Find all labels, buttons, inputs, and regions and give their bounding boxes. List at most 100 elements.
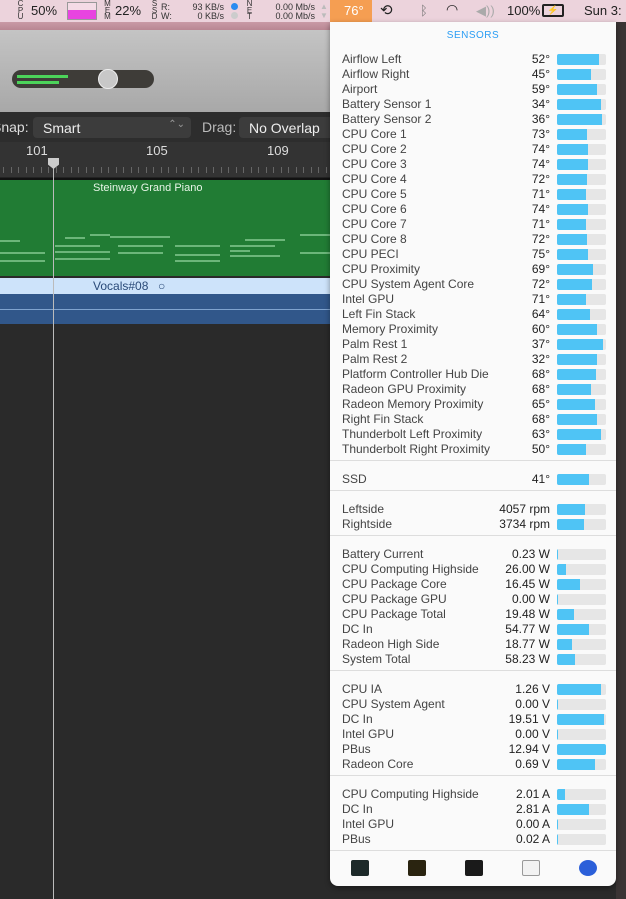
sensor-row[interactable]: Battery Sensor 2 36° bbox=[342, 112, 606, 127]
playhead-line[interactable] bbox=[53, 160, 54, 899]
sensor-row[interactable]: System Total 58.23 W bbox=[342, 652, 606, 667]
sensor-row[interactable]: Platform Controller Hub Die 68° bbox=[342, 367, 606, 382]
sensor-name: CPU Core 6 bbox=[342, 202, 407, 216]
sensor-row[interactable]: CPU Package Core 16.45 W bbox=[342, 577, 606, 592]
sensor-bar-fill bbox=[557, 144, 589, 155]
sensor-name: CPU Core 8 bbox=[342, 232, 407, 246]
sensor-row[interactable]: Memory Proximity 60° bbox=[342, 322, 606, 337]
wifi-icon[interactable]: ◠ bbox=[446, 1, 459, 17]
sensor-row[interactable]: CPU Core 7 71° bbox=[342, 217, 606, 232]
memory-fill bbox=[68, 10, 96, 19]
region-name: Vocals#08 bbox=[93, 279, 149, 293]
sensor-row[interactable]: Battery Current 0.23 W bbox=[342, 547, 606, 562]
terminal-icon[interactable] bbox=[465, 860, 483, 876]
sensor-row[interactable]: Left Fin Stack 64° bbox=[342, 307, 606, 322]
sensor-name: Intel GPU bbox=[342, 727, 395, 741]
sensor-row[interactable]: Airflow Right 45° bbox=[342, 67, 606, 82]
sensor-row[interactable]: PBus 12.94 V bbox=[342, 742, 606, 757]
sensor-row[interactable]: CPU PECI 75° bbox=[342, 247, 606, 262]
sensor-row[interactable]: Radeon High Side 18.77 W bbox=[342, 637, 606, 652]
midi-note bbox=[55, 245, 100, 247]
sensor-row[interactable]: Leftside 4057 rpm bbox=[342, 502, 606, 517]
battery-charging-icon[interactable]: ⚡ bbox=[542, 4, 564, 17]
sensor-bar bbox=[557, 144, 606, 155]
sensor-name: Palm Rest 1 bbox=[342, 337, 408, 351]
cpu-percent[interactable]: 50% bbox=[31, 3, 58, 18]
sensor-row[interactable]: Right Fin Stack 68° bbox=[342, 412, 606, 427]
sensors-menu-button[interactable]: 76° bbox=[330, 0, 372, 22]
sensor-row[interactable]: Radeon Memory Proximity 65° bbox=[342, 397, 606, 412]
sensor-row[interactable]: CPU Core 4 72° bbox=[342, 172, 606, 187]
piano-region[interactable]: Steinway Grand Piano bbox=[0, 178, 330, 276]
sensor-row[interactable]: Airport 59° bbox=[342, 82, 606, 97]
bluetooth-icon[interactable]: ᛒ bbox=[420, 3, 428, 18]
ruler-tick bbox=[40, 167, 42, 173]
ruler-label: 101 bbox=[26, 143, 48, 158]
sensor-row[interactable]: DC In 54.77 W bbox=[342, 622, 606, 637]
sensor-row[interactable]: Intel GPU 71° bbox=[342, 292, 606, 307]
ruler-tick bbox=[138, 167, 139, 173]
ssd-label: SSD bbox=[151, 0, 158, 21]
sensor-row[interactable]: Thunderbolt Left Proximity 63° bbox=[342, 427, 606, 442]
vocals-waveform[interactable] bbox=[0, 294, 330, 324]
sensor-row[interactable]: CPU Core 5 71° bbox=[342, 187, 606, 202]
sensor-value: 65° bbox=[531, 397, 550, 411]
sensor-name: Thunderbolt Left Proximity bbox=[342, 427, 483, 441]
sensor-row[interactable]: Intel GPU 0.00 V bbox=[342, 727, 606, 742]
sensor-value: 64° bbox=[531, 307, 550, 321]
sensor-bar bbox=[557, 819, 606, 830]
loop-icon: ○ bbox=[158, 279, 166, 293]
sensor-row[interactable]: Radeon Core 0.69 V bbox=[342, 757, 606, 772]
sensor-row[interactable]: CPU Proximity 69° bbox=[342, 262, 606, 277]
sensor-row[interactable]: CPU System Agent Core 72° bbox=[342, 277, 606, 292]
sensor-row[interactable]: CPU Core 1 73° bbox=[342, 127, 606, 142]
time-machine-icon[interactable]: ⟲ bbox=[380, 2, 393, 19]
drag-select[interactable]: No Overlap bbox=[239, 117, 330, 138]
system-information-icon[interactable] bbox=[522, 860, 540, 876]
activity-monitor-icon[interactable] bbox=[351, 860, 369, 876]
battery-percent[interactable]: 100% bbox=[507, 3, 541, 18]
vocals-region-header[interactable]: Vocals#08 ○ bbox=[0, 278, 330, 294]
sensor-row[interactable]: CPU Core 3 74° bbox=[342, 157, 606, 172]
clock[interactable]: Sun 3: bbox=[584, 3, 622, 18]
slider-knob[interactable] bbox=[98, 69, 118, 89]
sensor-row[interactable]: Battery Sensor 1 34° bbox=[342, 97, 606, 112]
ruler-tick bbox=[228, 167, 229, 173]
sensor-row[interactable]: CPU Package Total 19.48 W bbox=[342, 607, 606, 622]
sensor-row[interactable]: DC In 2.81 A bbox=[342, 802, 606, 817]
memory-graph[interactable] bbox=[67, 2, 97, 20]
sensor-row[interactable]: Radeon GPU Proximity 68° bbox=[342, 382, 606, 397]
ruler-tick bbox=[25, 167, 27, 173]
sensor-row[interactable]: CPU System Agent 0.00 V bbox=[342, 697, 606, 712]
sensor-row[interactable]: Thunderbolt Right Proximity 50° bbox=[342, 442, 606, 457]
sensor-row[interactable]: Palm Rest 2 32° bbox=[342, 352, 606, 367]
volume-slider[interactable] bbox=[12, 70, 154, 88]
sensor-row[interactable]: CPU IA 1.26 V bbox=[342, 682, 606, 697]
mem-percent[interactable]: 22% bbox=[115, 3, 142, 18]
sensor-row[interactable]: SSD 41° bbox=[342, 472, 606, 487]
timeline-ruler[interactable]: 101 105 109 bbox=[0, 142, 330, 178]
sensor-row[interactable]: DC In 19.51 V bbox=[342, 712, 606, 727]
sensor-name: Left Fin Stack bbox=[342, 307, 416, 321]
sensor-row[interactable]: Intel GPU 0.00 A bbox=[342, 817, 606, 832]
playhead-handle[interactable] bbox=[48, 158, 59, 169]
sensor-row[interactable]: Airflow Left 52° bbox=[342, 52, 606, 67]
sensor-row[interactable]: Palm Rest 1 37° bbox=[342, 337, 606, 352]
sensor-row[interactable]: CPU Computing Highside 2.01 A bbox=[342, 787, 606, 802]
sensor-row[interactable]: Rightside 3734 rpm bbox=[342, 517, 606, 532]
sensor-row[interactable]: CPU Computing Highside 26.00 W bbox=[342, 562, 606, 577]
sensor-value: 74° bbox=[531, 142, 550, 156]
midi-note bbox=[175, 245, 220, 247]
midi-note bbox=[65, 237, 85, 239]
sensor-row[interactable]: CPU Core 8 72° bbox=[342, 232, 606, 247]
sensor-bar bbox=[557, 579, 606, 590]
sensor-row[interactable]: CPU Core 6 74° bbox=[342, 202, 606, 217]
sensor-row[interactable]: PBus 0.02 A bbox=[342, 832, 606, 847]
sensor-row[interactable]: CPU Core 2 74° bbox=[342, 142, 606, 157]
console-icon[interactable] bbox=[408, 860, 426, 876]
volume-icon[interactable]: ◀)) bbox=[476, 3, 495, 18]
istat-menus-icon[interactable] bbox=[579, 860, 597, 876]
sensor-bar bbox=[557, 174, 606, 185]
snap-select[interactable]: Smart ⌃⌄ bbox=[33, 117, 191, 138]
sensor-row[interactable]: CPU Package GPU 0.00 W bbox=[342, 592, 606, 607]
